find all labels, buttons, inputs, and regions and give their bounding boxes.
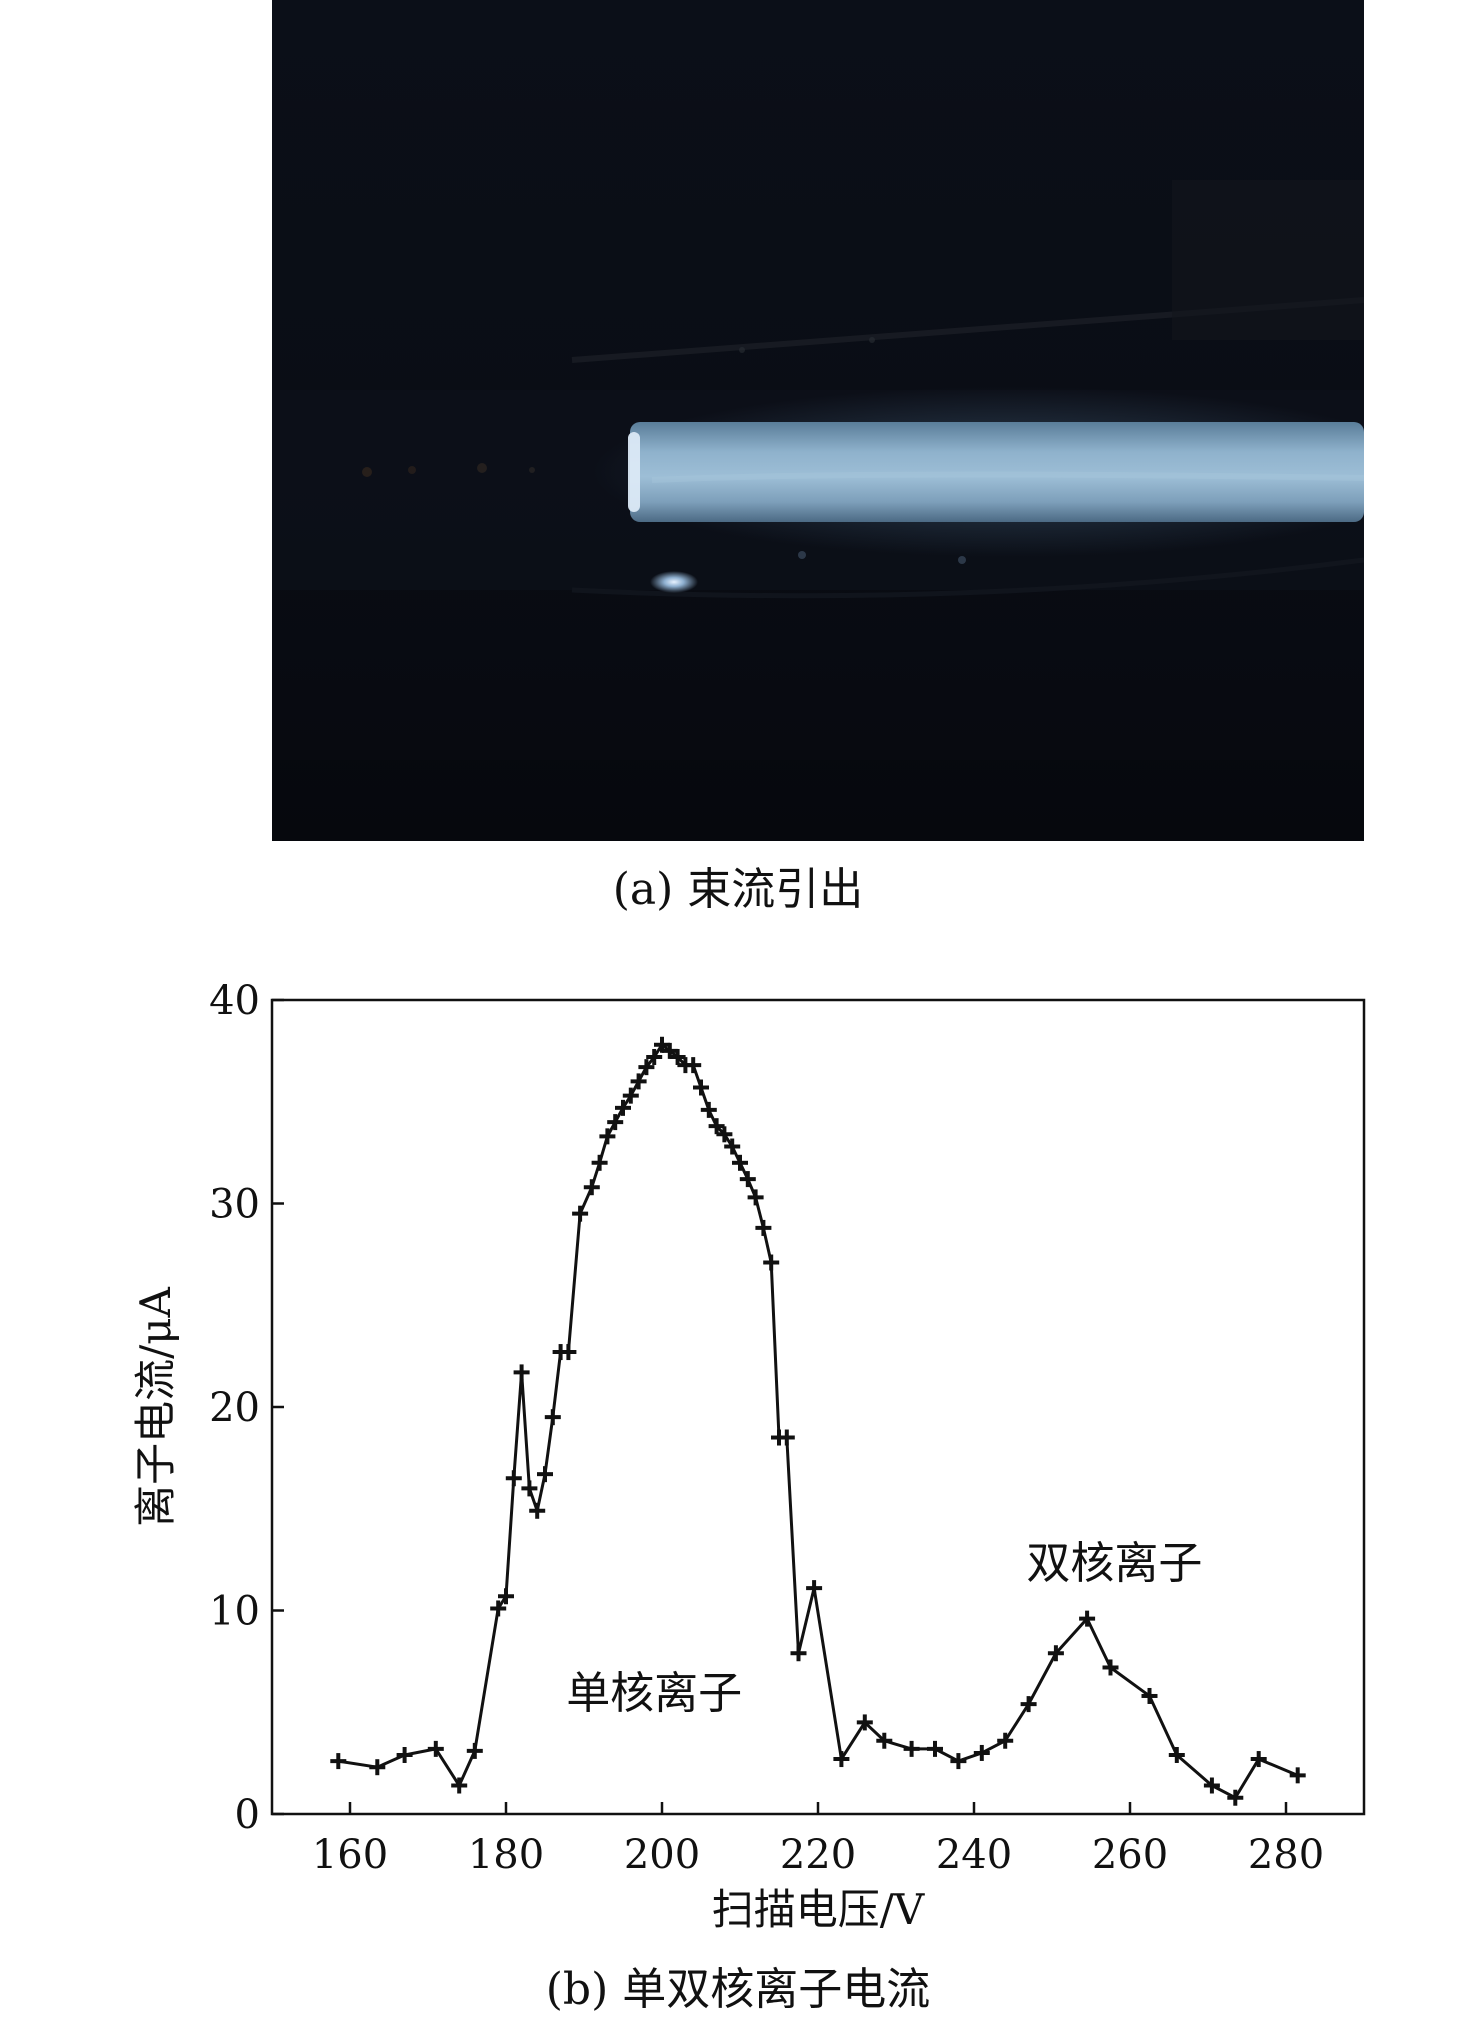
series-line (338, 1043, 1299, 1800)
x-axis-label: 扫描电压/V (712, 1885, 925, 1934)
x-tick-label: 220 (780, 1832, 856, 1878)
data-point (1141, 1687, 1158, 1704)
data-point (1020, 1696, 1037, 1713)
data-point (630, 1073, 647, 1090)
data-point (529, 1502, 546, 1519)
data-point (622, 1087, 639, 1104)
data-point (537, 1466, 553, 1483)
data-point (669, 1048, 686, 1065)
annotation-label: 单核离子 (566, 1668, 742, 1719)
axis-ticks: 160 180 200 220 240 260 280 0 10 20 30 40 (209, 978, 1324, 1878)
y-tick-label: 0 (235, 1792, 260, 1838)
annotation-label: 双核离子 (1026, 1538, 1202, 1589)
x-tick-label: 180 (468, 1832, 544, 1878)
data-point (708, 1118, 725, 1135)
data-point (685, 1057, 702, 1074)
data-point (763, 1254, 780, 1271)
data-point (1250, 1751, 1267, 1768)
data-point (583, 1179, 600, 1196)
annotations: 单核离子 双核离子 (566, 1538, 1202, 1719)
data-point (490, 1600, 507, 1617)
data-point (1102, 1659, 1119, 1676)
data-point (903, 1740, 920, 1757)
data-series (330, 1036, 1306, 1806)
data-point (591, 1154, 608, 1171)
data-point (427, 1740, 444, 1757)
beam-photo-drawing (272, 0, 1364, 841)
data-point (739, 1171, 756, 1188)
data-point (1227, 1789, 1244, 1806)
caption-a: (a) 束流引出 (612, 864, 864, 915)
data-point (1203, 1777, 1220, 1794)
data-point (1168, 1746, 1185, 1763)
data-point (521, 1480, 538, 1497)
x-tick-label: 280 (1248, 1832, 1324, 1878)
y-axis-label: 离子电流/μA (131, 1286, 180, 1526)
data-point (330, 1753, 347, 1770)
y-tick-label: 20 (209, 1385, 260, 1431)
data-point (638, 1059, 655, 1076)
x-tick-label: 200 (624, 1832, 700, 1878)
data-point (505, 1470, 522, 1487)
data-point (615, 1099, 631, 1116)
data-point (1047, 1645, 1064, 1662)
plot-frame (270, 998, 1366, 1816)
beam-extraction-photo (272, 0, 1364, 841)
data-point (700, 1101, 717, 1118)
y-tick-label: 30 (209, 1182, 260, 1228)
data-point (950, 1753, 967, 1770)
data-point (396, 1746, 413, 1763)
data-point (560, 1344, 577, 1361)
data-point (1079, 1610, 1096, 1627)
data-point (1289, 1767, 1306, 1784)
data-point (369, 1759, 386, 1776)
x-tick-label: 260 (1092, 1832, 1168, 1878)
data-point (856, 1714, 873, 1731)
data-point (572, 1205, 589, 1222)
data-point (833, 1751, 850, 1768)
data-point (466, 1742, 483, 1759)
data-point (997, 1732, 1014, 1749)
data-point (973, 1744, 990, 1761)
data-point (732, 1154, 748, 1171)
data-point (498, 1588, 514, 1605)
data-point (778, 1429, 795, 1446)
x-tick-label: 240 (936, 1832, 1012, 1878)
data-point (513, 1364, 530, 1381)
data-point (716, 1126, 733, 1143)
y-tick-label: 10 (209, 1589, 260, 1635)
data-point (876, 1732, 893, 1749)
x-tick-label: 160 (312, 1832, 388, 1878)
data-point (927, 1740, 943, 1757)
data-point (646, 1048, 663, 1065)
y-tick-label: 40 (209, 978, 260, 1024)
caption-b: (b) 单双核离子电流 (545, 1964, 931, 2015)
data-point (747, 1189, 764, 1206)
data-point (806, 1580, 823, 1597)
data-point (451, 1777, 468, 1794)
data-point (755, 1219, 772, 1236)
data-point (544, 1409, 561, 1426)
data-point (724, 1138, 741, 1155)
data-point (599, 1128, 616, 1145)
data-point (693, 1079, 709, 1096)
data-point (790, 1645, 807, 1662)
data-point (607, 1114, 624, 1131)
